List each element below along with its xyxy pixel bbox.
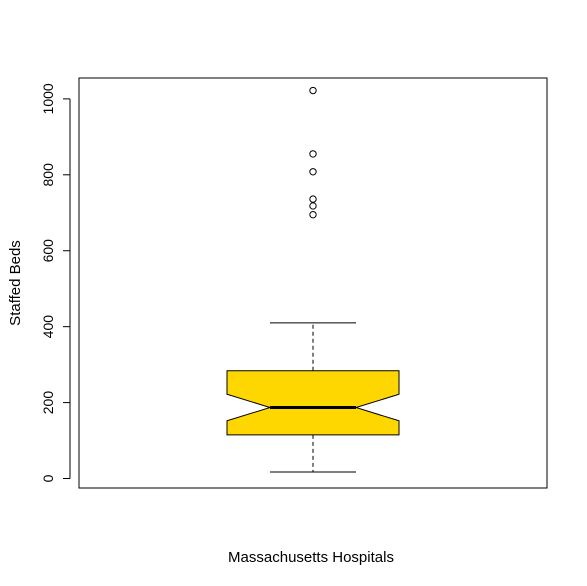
outlier-point: [309, 202, 317, 210]
y-tick-label: 400: [40, 315, 56, 339]
outlier-point: [309, 168, 317, 176]
y-tick-label: 200: [40, 391, 56, 415]
outlier-point: [309, 86, 317, 95]
y-tick-label: 600: [40, 239, 56, 263]
y-tick-label: 1000: [40, 83, 56, 114]
boxplot: [226, 86, 400, 473]
outlier-point: [309, 210, 317, 219]
y-tick-label: 0: [40, 474, 56, 482]
notched-box: [226, 370, 400, 436]
plot-frame: [78, 77, 548, 489]
outlier-point: [309, 150, 317, 158]
y-tick-label: 800: [40, 163, 56, 187]
outlier-point: [309, 195, 317, 203]
y-axis-label: Staffed Beds: [7, 240, 24, 326]
y-axis: 0 200 400 600 800 1000: [40, 83, 71, 482]
x-axis-label: Massachusetts Hospitals: [228, 549, 394, 566]
